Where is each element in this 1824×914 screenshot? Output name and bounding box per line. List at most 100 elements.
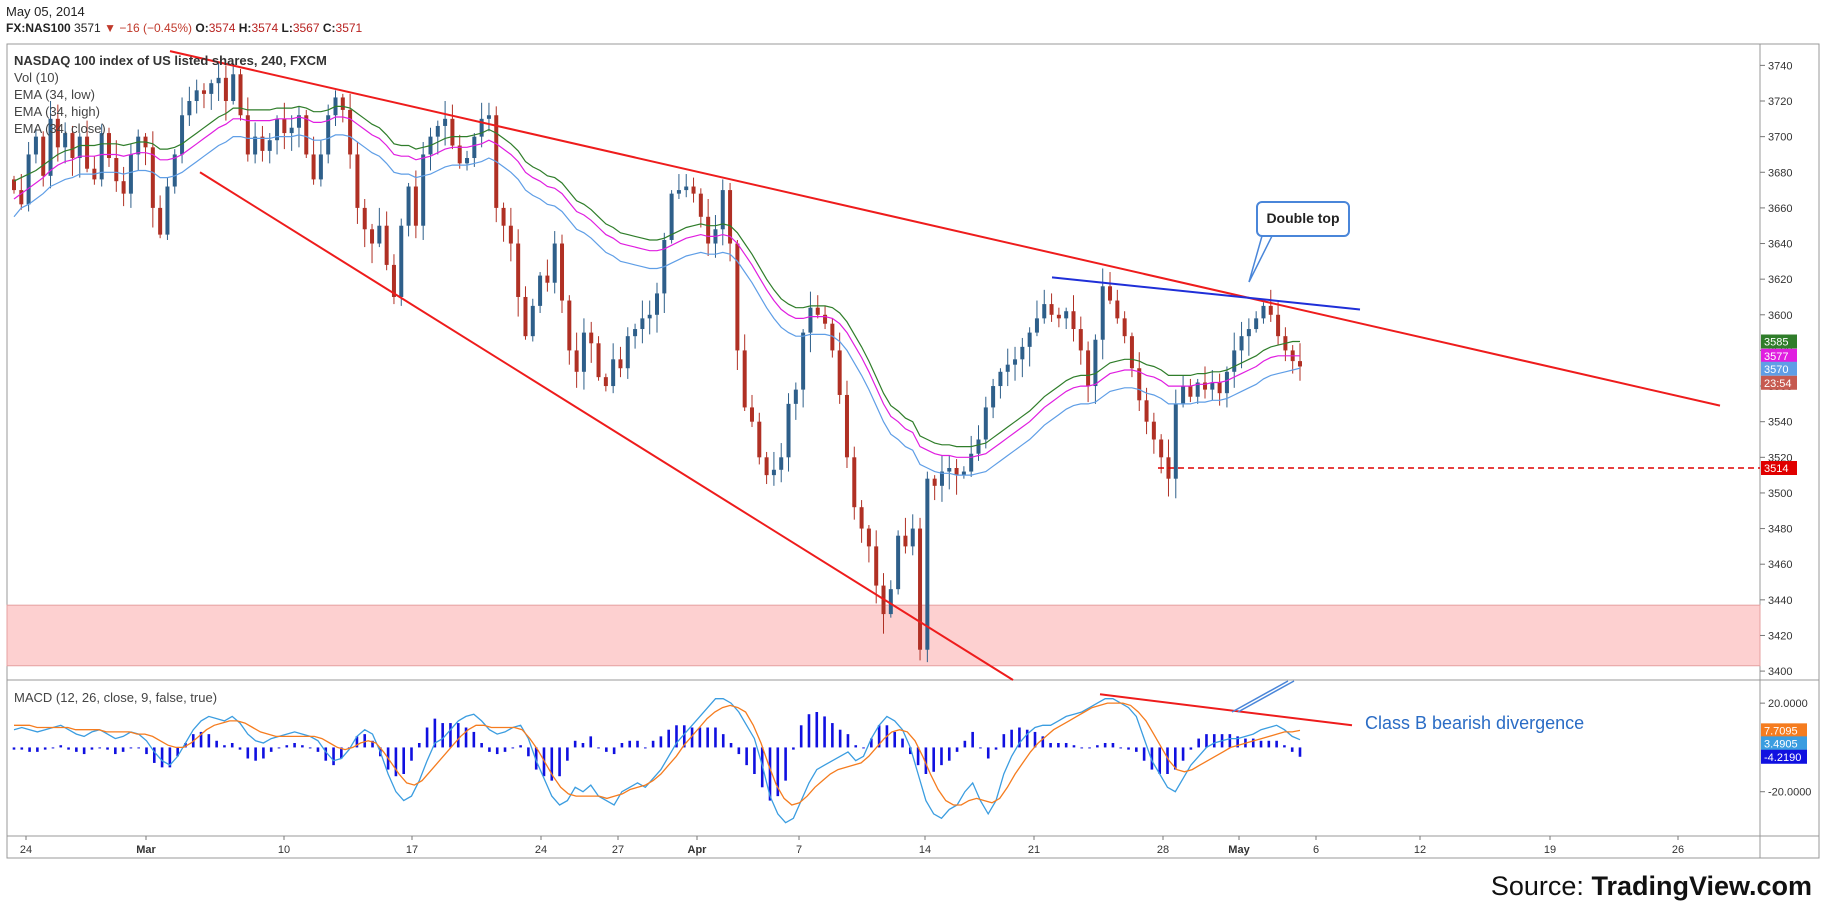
macd-histogram-bar <box>1010 729 1013 748</box>
macd-histogram-bar <box>1072 745 1076 748</box>
candle-body <box>625 336 630 369</box>
divergence-annotation: Class B bearish divergence <box>1365 713 1585 733</box>
macd-badge-label: 3.4905 <box>1764 738 1798 750</box>
candle-body <box>961 471 966 476</box>
candle-body <box>1108 286 1113 301</box>
macd-badge-label: 7.7095 <box>1764 725 1798 737</box>
macd-histogram-bar <box>527 747 530 757</box>
macd-histogram-bar <box>59 745 63 748</box>
macd-histogram-bar <box>1205 734 1208 748</box>
macd-histogram-bar <box>792 747 795 750</box>
ema-high-line <box>13 116 1300 458</box>
close-label: C: <box>322 21 336 35</box>
macd-histogram-bar <box>721 734 725 748</box>
macd-histogram-bar <box>675 725 678 748</box>
macd-histogram-bar <box>620 743 624 748</box>
candle-body <box>815 307 820 315</box>
macd-histogram-bar <box>160 747 164 768</box>
candle-body <box>304 115 309 155</box>
candle-body <box>318 154 323 180</box>
macd-histogram-bar <box>230 743 234 748</box>
macd-histogram-bar <box>714 727 717 748</box>
candle-body <box>413 186 418 226</box>
divergence-connector <box>1237 680 1295 713</box>
macd-histogram-bar <box>831 723 834 748</box>
candle-body <box>538 275 543 306</box>
macd-histogram-bar <box>176 747 179 757</box>
candle-body <box>136 136 141 155</box>
candle-body <box>238 74 243 116</box>
macd-histogram-bar <box>776 747 780 797</box>
candle-body <box>508 225 513 244</box>
candle-body <box>421 154 426 226</box>
macd-histogram-bar <box>909 747 912 755</box>
candle-body <box>896 535 901 590</box>
legend-ema-high[interactable]: EMA (34, high) <box>14 104 100 119</box>
legend-vol[interactable]: Vol (10) <box>14 70 59 85</box>
candle-body <box>1122 318 1127 337</box>
price-badge-label: 3514 <box>1764 463 1788 475</box>
candle-body <box>1239 336 1244 351</box>
price-axis-label: 3740 <box>1768 60 1792 72</box>
candle-body <box>165 186 170 235</box>
macd-histogram-bar <box>605 747 608 752</box>
macd-histogram-bar <box>433 718 437 748</box>
macd-histogram-bar <box>215 740 218 748</box>
candle-body <box>1181 386 1186 404</box>
macd-histogram-bar <box>706 727 709 748</box>
macd-histogram-bar <box>682 725 686 748</box>
macd-histogram-bar <box>417 743 421 748</box>
price-badge-label: 23:54 <box>1764 378 1792 390</box>
macd-histogram-bar <box>1135 747 1138 752</box>
macd-histogram-bar <box>75 747 78 752</box>
macd-histogram-bar <box>449 723 452 748</box>
candle-body <box>611 359 616 387</box>
close-value: 3571 <box>335 21 363 35</box>
candle-body <box>486 115 491 119</box>
candle-body <box>706 216 711 244</box>
macd-histogram-bar <box>994 747 998 750</box>
candle-body <box>194 90 199 102</box>
macd-histogram-bar <box>90 747 94 750</box>
candle-body <box>523 296 528 337</box>
candle-body <box>932 478 937 486</box>
candle-body <box>1013 359 1018 365</box>
candle-body <box>450 118 455 146</box>
macd-histogram-bar <box>807 714 811 748</box>
symbol-name[interactable]: FX:NAS100 <box>6 21 71 35</box>
candle-body <box>465 158 470 164</box>
callout-pointer <box>1248 235 1273 283</box>
macd-histogram-bar <box>223 745 226 748</box>
macd-histogram-bar <box>955 747 959 752</box>
macd-histogram-bar <box>1158 747 1162 774</box>
macd-histogram-bar <box>1018 727 1021 748</box>
candle-body <box>735 243 740 351</box>
price-badge-label: 3585 <box>1764 337 1788 349</box>
macd-histogram-bar <box>901 738 904 748</box>
candle-body <box>640 318 645 330</box>
legend-ema-close[interactable]: EMA (34, close) <box>14 121 106 136</box>
macd-histogram-bar <box>425 727 429 748</box>
candle-body <box>655 293 659 315</box>
candle-body <box>1129 336 1134 369</box>
macd-legend[interactable]: MACD (12, 26, close, 9, false, true) <box>14 690 218 705</box>
candle-body <box>223 77 228 102</box>
candle-body <box>1298 361 1302 367</box>
x-axis-label: 27 <box>612 844 624 856</box>
x-axis-label: 19 <box>1544 844 1556 856</box>
candle-body <box>808 307 813 333</box>
macd-histogram-bar <box>573 740 577 748</box>
macd-histogram-bar <box>114 747 117 755</box>
candle-body <box>1100 286 1105 340</box>
candle-body <box>77 136 82 159</box>
candle-body <box>1042 304 1047 319</box>
x-axis-label: 21 <box>1028 844 1040 856</box>
legend-ema-low[interactable]: EMA (34, low) <box>14 87 95 102</box>
macd-histogram-bar <box>1173 747 1177 770</box>
candle-body <box>99 133 104 180</box>
legend-title[interactable]: NASDAQ 100 index of US listed shares, 24… <box>14 53 327 68</box>
macd-histogram-bar <box>43 747 47 750</box>
candle-body <box>457 145 462 164</box>
candle-body <box>355 154 360 208</box>
